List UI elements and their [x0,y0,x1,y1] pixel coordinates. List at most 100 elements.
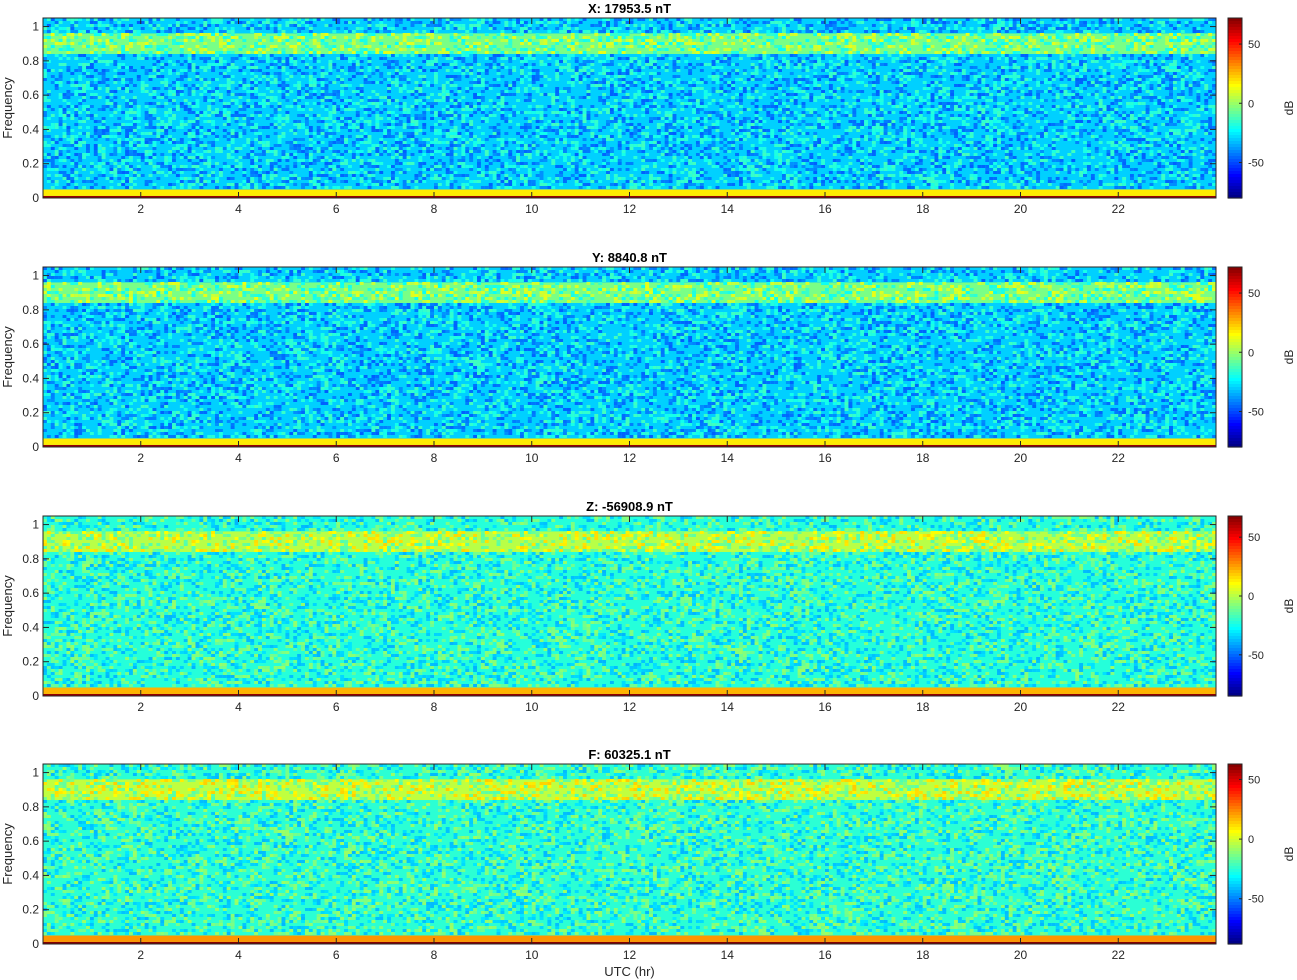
x-tick-label: 16 [818,700,832,714]
colorbar-tick-label: -50 [1248,894,1264,906]
x-tick-label: 12 [623,700,637,714]
y-tick-label: 0.4 [22,122,39,136]
colorbar-tick-label: -50 [1248,650,1264,662]
y-tick-label: 0 [32,937,39,951]
y-tick-label: 0.6 [22,88,39,102]
y-tick-label: 0.2 [22,903,39,917]
colorbar-tick-label: 0 [1248,347,1254,359]
x-axis-label: UTC (hr) [604,964,655,979]
y-axis-label: Frequency [0,823,15,885]
y-tick-label: 0.6 [22,337,39,351]
x-tick-label: 22 [1112,451,1126,465]
x-tick-label: 18 [916,451,930,465]
y-tick-label: 0.8 [22,552,39,566]
x-tick-label: 18 [916,700,930,714]
panel-title: F: 60325.1 nT [588,747,670,762]
panel-title: X: 17953.5 nT [588,1,671,16]
x-tick-label: 8 [431,202,438,216]
x-tick-label: 16 [818,451,832,465]
x-tick-label: 6 [333,948,340,962]
colorbar-label: dB [1282,101,1296,116]
x-tick-label: 2 [137,202,144,216]
x-tick-label: 2 [137,451,144,465]
heatmap-image [43,516,1216,696]
colorbar-tick-label: 50 [1248,774,1260,786]
y-tick-label: 1 [32,518,39,532]
y-axis-label: Frequency [0,575,15,637]
colorbar-label: dB [1282,350,1296,365]
colorbar: 50 0 -50 dB [1228,267,1296,448]
panel-title: Y: 8840.8 nT [592,250,667,265]
y-tick-label: 0.8 [22,800,39,814]
y-tick-label: 1 [32,269,39,283]
y-tick-label: 0.4 [22,868,39,882]
x-tick-label: 6 [333,202,340,216]
x-tick-label: 4 [235,202,242,216]
x-tick-label: 6 [333,451,340,465]
x-tick-label: 10 [525,700,539,714]
colorbar-tick-label: -50 [1248,157,1264,169]
x-tick-label: 14 [721,451,735,465]
y-tick-label: 1 [32,20,39,34]
y-axis-label: Frequency [0,326,15,388]
heatmap-image [43,18,1216,198]
y-tick-label: 0.4 [22,620,39,634]
colorbar-tick-label: 50 [1248,532,1260,544]
y-tick-label: 0.8 [22,303,39,317]
x-tick-label: 6 [333,700,340,714]
x-tick-label: 8 [431,948,438,962]
y-tick-label: 1 [32,766,39,780]
y-tick-label: 0.2 [22,406,39,420]
x-tick-label: 16 [818,202,832,216]
x-tick-label: 22 [1112,700,1126,714]
heatmap-image [43,764,1216,944]
panel-4: 2 4 6 8 10 12 14 16 18 20 22 0 0.2 0.4 0.6 0.8 1 F: 60325… [0,747,1296,979]
y-axis-label: Frequency [0,77,15,139]
y-tick-label: 0 [32,440,39,454]
y-tick-label: 0.6 [22,586,39,600]
colorbar-tick-label: -50 [1248,406,1264,418]
x-tick-label: 20 [1014,202,1028,216]
x-tick-label: 12 [623,202,637,216]
x-tick-label: 20 [1014,700,1028,714]
x-tick-label: 22 [1112,948,1126,962]
x-tick-label: 14 [721,948,735,962]
colorbar-tick-label: 50 [1248,288,1260,300]
x-tick-label: 20 [1014,451,1028,465]
x-tick-label: 8 [431,451,438,465]
colorbar-tick-label: 0 [1248,591,1254,603]
x-tick-label: 12 [623,451,637,465]
x-tick-label: 16 [818,948,832,962]
x-tick-label: 12 [623,948,637,962]
y-tick-label: 0.4 [22,371,39,385]
panel-2: 2 4 6 8 10 12 14 16 18 20 22 0 0.2 0.4 0.6 0.8 1 Y: 8840.… [0,250,1296,465]
x-tick-label: 14 [721,202,735,216]
colorbar-tick-label: 50 [1248,39,1260,51]
y-tick-label: 0.2 [22,157,39,171]
x-tick-label: 2 [137,948,144,962]
x-tick-label: 4 [235,948,242,962]
x-tick-label: 18 [916,202,930,216]
x-tick-label: 10 [525,948,539,962]
x-tick-label: 4 [235,451,242,465]
x-tick-label: 10 [525,451,539,465]
colorbar-tick-label: 0 [1248,834,1254,846]
y-tick-label: 0 [32,689,39,703]
x-tick-label: 18 [916,948,930,962]
y-tick-label: 0.8 [22,54,39,68]
colorbar: 50 0 -50 dB [1228,18,1296,199]
colorbar-label: dB [1282,847,1296,862]
colorbar-tick-label: 0 [1248,98,1254,110]
heatmap-image [43,267,1216,447]
x-tick-label: 20 [1014,948,1028,962]
colorbar-label: dB [1282,599,1296,614]
x-tick-label: 2 [137,700,144,714]
x-tick-label: 22 [1112,202,1126,216]
y-tick-label: 0.2 [22,655,39,669]
y-tick-label: 0.6 [22,834,39,848]
colorbar: 50 0 -50 dB [1228,516,1296,697]
panel-title: Z: -56908.9 nT [586,499,673,514]
